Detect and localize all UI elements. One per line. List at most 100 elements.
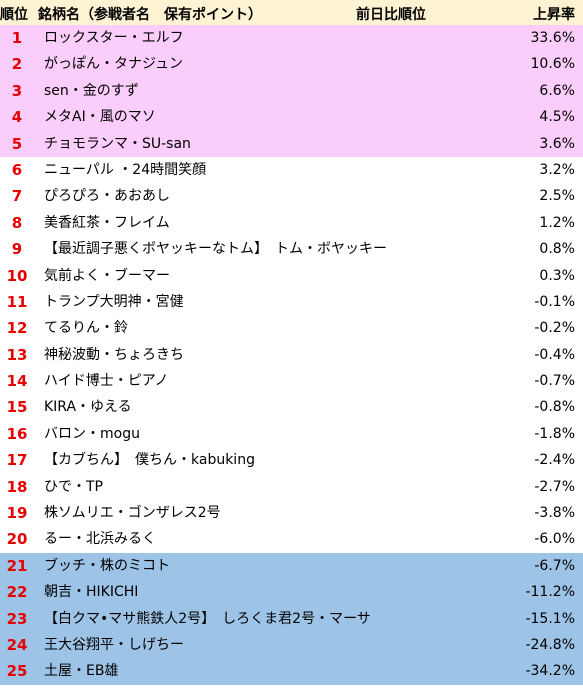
name-cell: ハイド博士・ピアノ xyxy=(44,373,169,390)
rate-cell: 10.6% xyxy=(530,56,575,73)
name-cell: てるりん・鈴 xyxy=(44,320,128,337)
rate-cell: -1.8% xyxy=(534,425,575,442)
rate-cell: 1.2% xyxy=(539,214,575,231)
rank-cell: 4 xyxy=(11,108,23,127)
rate-cell: -2.4% xyxy=(534,452,575,469)
rate-cell: 33.6% xyxy=(530,30,575,46)
rate-cell: -11.2% xyxy=(525,584,575,601)
rate-cell: 0.8% xyxy=(539,241,575,258)
rate-cell: 0.3% xyxy=(539,267,575,284)
rate-cell: 4.5% xyxy=(539,109,575,126)
table-row: 11 トランプ大明神・宮健 -0.1% xyxy=(0,289,583,315)
table-row: 5 チョモランマ・SU-san 3.6% xyxy=(0,130,583,157)
rate-cell: 2.5% xyxy=(539,188,575,205)
header-rank: 順位 xyxy=(0,7,28,23)
table-row: 12 てるりん・鈴 -0.2% xyxy=(0,315,583,341)
name-cell: ひで・TP xyxy=(44,478,103,495)
name-cell: ブッチ・株のミコト xyxy=(44,557,170,574)
rank-cell: 14 xyxy=(6,372,28,391)
table-row: 15 KIRA・ゆえる -0.8% xyxy=(0,394,583,420)
name-cell: がっぽん・タナジュン xyxy=(44,56,184,73)
name-cell: ロックスター・エルフ xyxy=(44,30,184,46)
name-cell: 王大谷翔平・しげちー xyxy=(44,636,184,653)
table-row: 7 ぴろぴろ・あおあし 2.5% xyxy=(0,183,583,209)
rank-cell: 23 xyxy=(6,609,28,628)
rate-cell: -6.7% xyxy=(534,557,575,574)
rank-cell: 7 xyxy=(11,187,23,206)
rank-cell: 3 xyxy=(11,81,23,100)
table-row: 9 【最近調子悪くボヤッキーなトム】 トム・ボヤッキー 0.8% xyxy=(0,236,583,262)
rank-cell: 18 xyxy=(6,477,28,496)
table-row: 24 王大谷翔平・しげちー -24.8% xyxy=(0,631,583,659)
rank-cell: 20 xyxy=(6,530,28,549)
name-cell: ぴろぴろ・あおあし xyxy=(44,188,170,205)
rank-cell: 6 xyxy=(11,160,23,179)
table-body: 1 ロックスター・エルフ 33.6% 2 がっぽん・タナジュン 10.6% 3 sen・金のす… xyxy=(0,25,583,685)
header-prev-rank: 前日比順位 xyxy=(356,7,426,23)
rate-cell: -0.8% xyxy=(534,399,575,416)
table-row: 23 【白クマ•マサ熊鉄人2号】 しろくま君2号・マーサ -15.1% xyxy=(0,605,583,632)
table-row: 18 ひで・TP -2.7% xyxy=(0,474,583,500)
name-cell: 【カブちん】 僕ちん・kabuking xyxy=(44,452,255,469)
rank-cell: 2 xyxy=(11,55,23,74)
rate-cell: -34.2% xyxy=(525,663,575,680)
rank-cell: 21 xyxy=(6,556,28,575)
rate-cell: 6.6% xyxy=(539,82,575,99)
table-row: 2 がっぽん・タナジュン 10.6% xyxy=(0,51,583,78)
name-cell: 気前よく・ブーマー xyxy=(44,267,170,284)
table-row: 21 ブッチ・株のミコト -6.7% xyxy=(0,552,583,580)
name-cell: トランプ大明神・宮健 xyxy=(44,293,184,310)
table-row: 22 朝吉・HIKICHI -11.2% xyxy=(0,579,583,606)
table-row: 6 ニューパル ・24時間笑顔 3.2% xyxy=(0,157,583,183)
table-row: 19 株ソムリエ・ゴンザレス2号 -3.8% xyxy=(0,500,583,526)
rate-cell: -0.4% xyxy=(534,346,575,363)
rate-cell: -3.8% xyxy=(534,505,575,522)
table-row: 25 土屋・EB雄 -34.2% xyxy=(0,658,583,685)
rate-cell: -0.2% xyxy=(534,320,575,337)
table-row: 4 メタAI・風のマソ 4.5% xyxy=(0,104,583,131)
rank-cell: 9 xyxy=(11,240,23,259)
table-row: 1 ロックスター・エルフ 33.6% xyxy=(0,25,583,52)
rank-cell: 16 xyxy=(6,424,28,443)
table-row: 10 気前よく・ブーマー 0.3% xyxy=(0,263,583,289)
table-row: 8 美香紅茶・フレイム 1.2% xyxy=(0,210,583,236)
rank-cell: 24 xyxy=(6,635,28,654)
rank-cell: 11 xyxy=(6,292,28,311)
name-cell: 【最近調子悪くボヤッキーなトム】 トム・ボヤッキー xyxy=(44,241,387,258)
rank-cell: 5 xyxy=(11,134,23,153)
rank-cell: 22 xyxy=(6,583,28,602)
rank-cell: 15 xyxy=(6,398,28,417)
table-row: 20 るー・北浜みるく -6.0% xyxy=(0,526,583,552)
table-row: 16 バロン・mogu -1.8% xyxy=(0,421,583,447)
name-cell: 美香紅茶・フレイム xyxy=(44,214,170,231)
rank-cell: 8 xyxy=(11,213,23,232)
name-cell: るー・北浜みるく xyxy=(44,531,156,548)
rate-cell: -2.7% xyxy=(534,478,575,495)
table-row: 14 ハイド博士・ピアノ -0.7% xyxy=(0,368,583,394)
name-cell: 神秘波動・ちょろきち xyxy=(44,346,184,363)
name-cell: KIRA・ゆえる xyxy=(44,399,132,416)
name-cell: 株ソムリエ・ゴンザレス2号 xyxy=(44,505,221,522)
rank-cell: 25 xyxy=(6,662,28,681)
name-cell: 土屋・EB雄 xyxy=(44,663,119,680)
rate-cell: 3.2% xyxy=(539,161,575,178)
rank-cell: 1 xyxy=(11,29,23,47)
rate-cell: -0.7% xyxy=(534,373,575,390)
rate-cell: -15.1% xyxy=(525,610,575,627)
name-cell: ニューパル ・24時間笑顔 xyxy=(44,161,207,178)
name-cell: 朝吉・HIKICHI xyxy=(44,584,139,601)
rank-cell: 13 xyxy=(6,345,28,364)
rate-cell: -6.0% xyxy=(534,531,575,548)
table-row: 3 sen・金のすず 6.6% xyxy=(0,77,583,105)
rank-cell: 10 xyxy=(6,266,28,285)
header-rate: 上昇率 xyxy=(533,7,575,23)
rank-cell: 12 xyxy=(6,319,28,338)
rate-cell: 3.6% xyxy=(539,135,575,152)
rank-cell: 19 xyxy=(6,504,28,523)
name-cell: メタAI・風のマソ xyxy=(44,109,156,126)
name-cell: sen・金のすず xyxy=(44,82,139,99)
name-cell: チョモランマ・SU-san xyxy=(44,135,191,152)
rate-cell: -24.8% xyxy=(525,636,575,653)
table-row: 17 【カブちん】 僕ちん・kabuking -2.4% xyxy=(0,447,583,473)
